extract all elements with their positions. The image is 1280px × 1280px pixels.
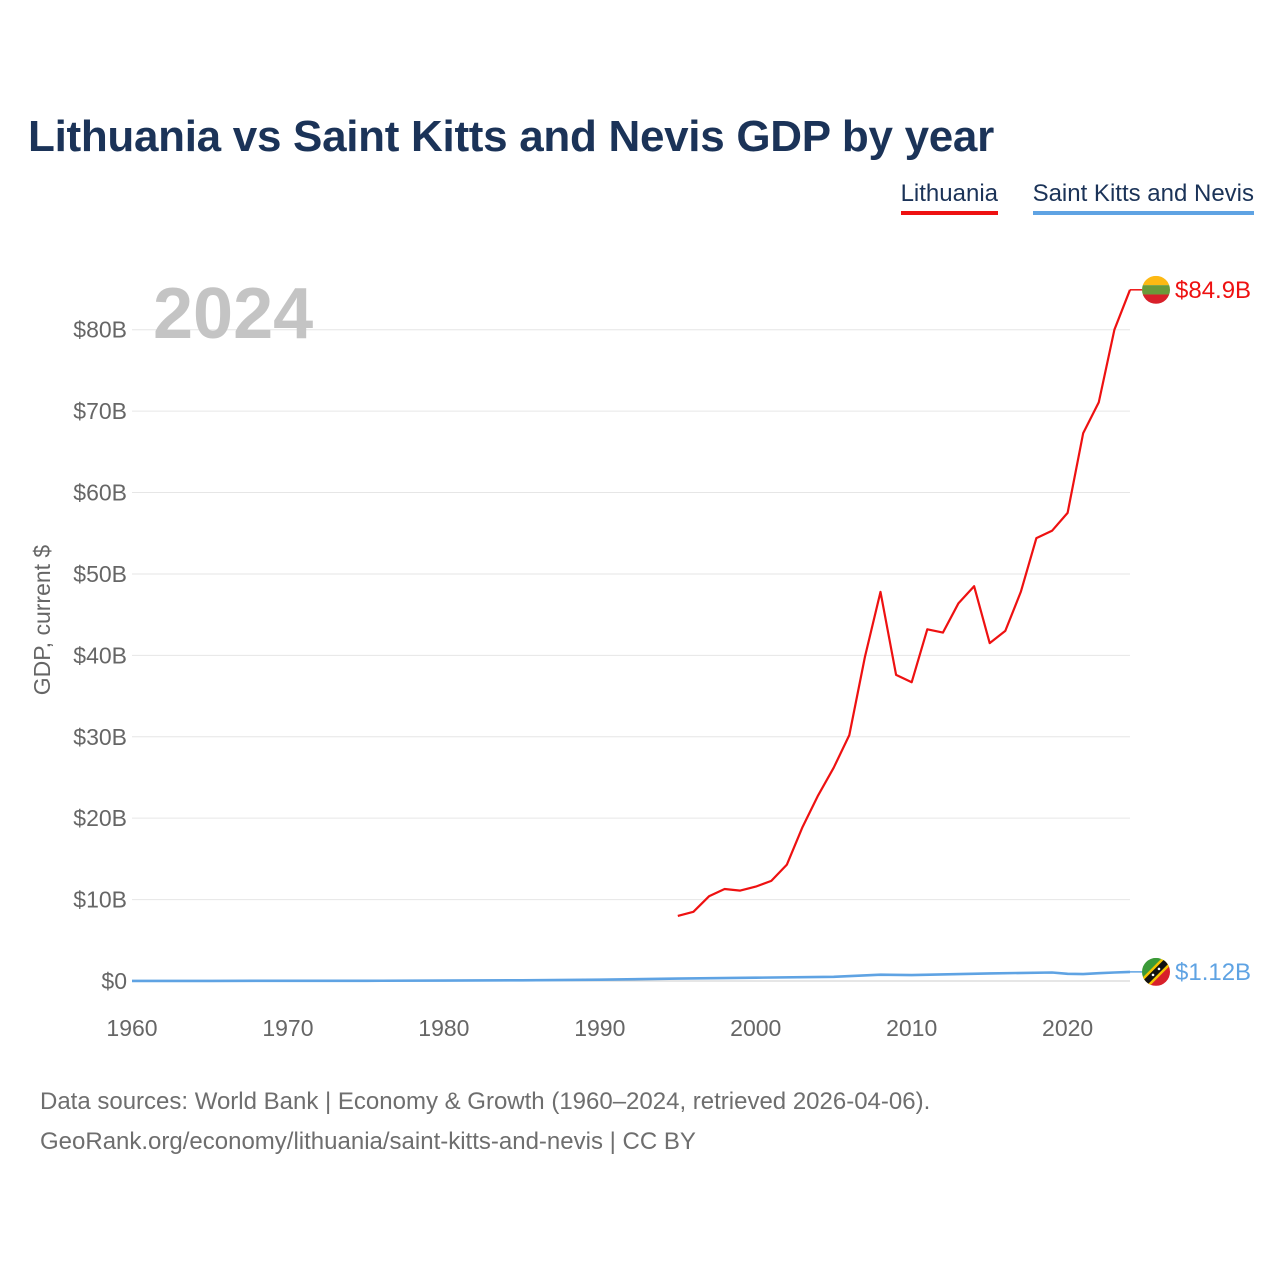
y-axis-label: GDP, current $ — [29, 545, 55, 696]
y-tick-label: $60B — [73, 480, 127, 506]
chart-title: Lithuania vs Saint Kitts and Nevis GDP b… — [28, 112, 994, 161]
legend-swatch-lithuania — [900, 211, 998, 215]
y-tick-label: $0 — [101, 968, 127, 994]
saint-kitts-and-nevis-flag-icon — [1142, 957, 1170, 986]
y-tick-label: $70B — [73, 398, 127, 424]
x-tick-label: 2000 — [730, 1015, 781, 1041]
y-tick-label: $80B — [73, 317, 127, 343]
legend-item-lithuania[interactable]: Lithuania — [900, 180, 998, 215]
footer: Data sources: World Bank | Economy & Gro… — [40, 1082, 930, 1162]
x-tick-label: 1990 — [574, 1015, 625, 1041]
x-tick-label: 1980 — [418, 1015, 469, 1041]
y-tick-label: $40B — [73, 642, 127, 668]
legend-label-saint-kitts-and-nevis: Saint Kitts and Nevis — [1032, 180, 1254, 207]
legend-item-saint-kitts-and-nevis[interactable]: Saint Kitts and Nevis — [1032, 180, 1254, 215]
lithuania-flag-icon — [1142, 275, 1170, 304]
x-tick-label: 2020 — [1042, 1015, 1093, 1041]
end-value-label-lithuania: $84.9B — [1175, 277, 1251, 304]
y-tick-label: $20B — [73, 805, 127, 831]
series-line-lithuania[interactable] — [677, 289, 1132, 917]
data-source-note: Data sources: World Bank | Economy & Gro… — [40, 1088, 931, 1115]
source-url[interactable]: GeoRank.org/economy/lithuania/saint-kitt… — [40, 1128, 696, 1155]
end-value-label-saint-kitts-and-nevis: $1.12B — [1175, 959, 1251, 986]
x-tick-label: 2010 — [886, 1015, 937, 1041]
y-tick-label: $50B — [73, 561, 127, 587]
legend-swatch-saint-kitts-and-nevis — [1032, 211, 1254, 215]
x-tick-label: 1960 — [106, 1015, 157, 1041]
series-line-saint-kitts-and-nevis[interactable] — [132, 970, 1131, 983]
legend-label-lithuania: Lithuania — [900, 180, 998, 207]
year-watermark: 2024 — [153, 274, 313, 354]
y-tick-label: $30B — [73, 724, 127, 750]
y-tick-label: $10B — [73, 887, 127, 913]
x-tick-label: 1970 — [262, 1015, 313, 1041]
